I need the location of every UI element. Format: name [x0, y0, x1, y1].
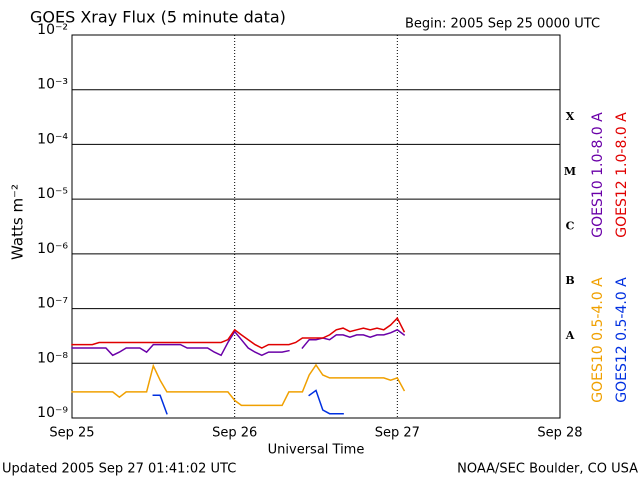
x-tick-label: Sep 27	[375, 426, 420, 441]
chart-title: GOES Xray Flux (5 minute data)	[30, 8, 286, 27]
updated-time: Updated 2005 Sep 27 01:41:02 UTC	[2, 462, 236, 477]
begin-time: Begin: 2005 Sep 25 0000 UTC	[405, 17, 600, 32]
flare-class-label: A	[565, 329, 575, 342]
legend-entry: GOES10 1.0-8.0 A	[590, 112, 606, 238]
plot-frame	[71, 34, 561, 419]
y-axis-label: Watts m⁻²	[9, 184, 27, 260]
x-tick-label: Sep 25	[49, 426, 94, 441]
legend-entry: GOES12 1.0-8.0 A	[614, 112, 630, 238]
x-axis-label: Universal Time	[268, 443, 365, 458]
y-tick-label: 10⁻⁴	[37, 131, 68, 147]
y-tick-label: 10⁻⁸	[37, 350, 68, 366]
x-tick-label: Sep 28	[537, 426, 582, 441]
series-line	[153, 390, 397, 413]
series-line	[71, 316, 406, 349]
legend-entry: GOES12 0.5-4.0 A	[614, 277, 630, 403]
x-tick-label: Sep 26	[212, 426, 257, 441]
y-tick-label: 10⁻³	[37, 77, 68, 93]
flare-class-label: X	[566, 110, 575, 123]
y-tick-label: 10⁻⁹	[37, 405, 68, 421]
flare-class-label: B	[565, 274, 574, 287]
y-tick-label: 10⁻⁷	[37, 296, 68, 312]
credit: NOAA/SEC Boulder, CO USA	[457, 462, 638, 477]
y-tick-label: 10⁻⁵	[37, 186, 68, 202]
y-tick-label: 10⁻⁶	[37, 241, 68, 257]
y-tick-label: 10⁻²	[37, 22, 68, 38]
series-line	[71, 328, 406, 357]
legend-entry: GOES10 0.5-4.0 A	[590, 277, 606, 403]
series-line	[71, 363, 406, 407]
flare-class-label: C	[566, 220, 575, 233]
flare-class-label: M	[564, 165, 576, 178]
